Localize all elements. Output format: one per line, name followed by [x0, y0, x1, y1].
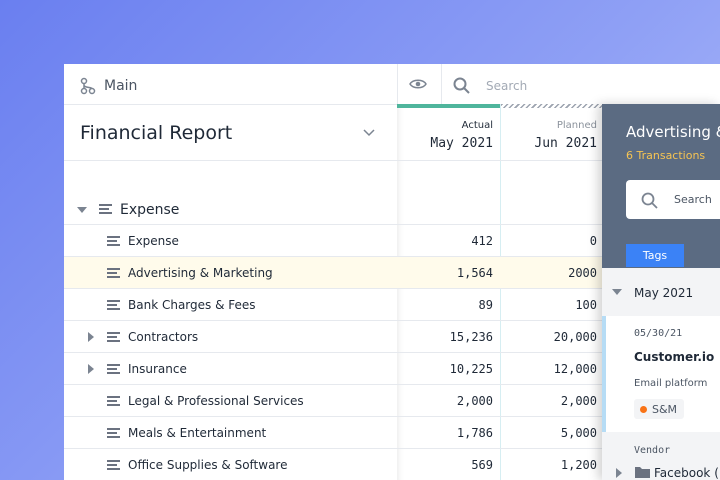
expand-caret[interactable] — [88, 332, 94, 342]
eye-icon[interactable] — [409, 78, 427, 90]
planned-value: 2,000 — [560, 394, 597, 408]
row-name: Legal & Professional Services — [128, 394, 304, 408]
tag-label: S&M — [652, 403, 678, 416]
planned-value: 12,000 — [553, 362, 597, 376]
list-icon — [107, 236, 120, 246]
collapse-caret[interactable] — [612, 289, 622, 295]
column-period[interactable]: May 2021 — [430, 136, 493, 151]
transaction-vendor: Customer.io — [634, 350, 715, 364]
search-input[interactable]: Search — [486, 79, 528, 93]
column-period[interactable]: Jun 2021 — [534, 136, 597, 151]
workspace-name[interactable]: Main — [104, 78, 138, 94]
divider — [64, 320, 602, 321]
report-title: Financial Report — [80, 122, 233, 144]
expand-caret[interactable] — [616, 468, 622, 478]
table-row[interactable] — [64, 257, 602, 288]
actual-value: 89 — [478, 298, 493, 312]
actual-value: 412 — [471, 234, 493, 248]
row-name: Bank Charges & Fees — [128, 298, 256, 312]
divider — [64, 352, 602, 353]
divider — [64, 256, 602, 257]
collapse-caret[interactable] — [77, 207, 87, 213]
row-name: Office Supplies & Software — [128, 458, 288, 472]
tag-dot — [640, 406, 647, 413]
planned-value: 5,000 — [560, 426, 597, 440]
vendor-item[interactable]: Facebook (1 — [654, 466, 720, 480]
divider — [64, 384, 602, 385]
folder-icon — [635, 467, 650, 478]
detail-subtitle: 6 Transactions — [626, 149, 706, 162]
section-label[interactable]: May 2021 — [634, 286, 694, 300]
list-icon — [107, 460, 120, 470]
search-input[interactable]: Search — [674, 193, 712, 206]
planned-indicator — [501, 104, 602, 108]
group-name[interactable]: Expense — [120, 202, 180, 218]
detail-title: Advertising & — [626, 123, 720, 141]
row-name: Advertising & Marketing — [128, 266, 273, 280]
row-name: Contractors — [128, 330, 199, 344]
planned-value: 100 — [575, 298, 597, 312]
divider — [64, 448, 602, 449]
column-label: Actual — [461, 120, 493, 131]
planned-value: 2000 — [568, 266, 597, 280]
vendor-heading: Vendor — [634, 445, 671, 456]
row-name: Expense — [128, 234, 179, 248]
tag-chip[interactable] — [634, 399, 684, 419]
actual-value: 10,225 — [449, 362, 493, 376]
row-name: Insurance — [128, 362, 187, 376]
planned-value: 1,200 — [560, 458, 597, 472]
actual-value: 1,564 — [456, 266, 493, 280]
actual-indicator — [397, 104, 500, 108]
actual-value: 1,786 — [456, 426, 493, 440]
row-name: Meals & Entertainment — [128, 426, 267, 440]
planned-value: 20,000 — [553, 330, 597, 344]
divider — [441, 64, 442, 104]
actual-value: 2,000 — [456, 394, 493, 408]
list-icon — [107, 428, 120, 438]
search-icon — [641, 192, 658, 209]
expand-caret[interactable] — [88, 364, 94, 374]
divider — [64, 104, 720, 105]
planned-value: 0 — [589, 234, 597, 248]
divider — [64, 224, 602, 225]
chevron-down[interactable] — [363, 129, 375, 137]
transaction-description: Email platform — [634, 378, 708, 389]
actual-value: 15,236 — [449, 330, 493, 344]
list-icon — [107, 396, 120, 406]
branch-icon[interactable] — [80, 77, 96, 95]
divider — [397, 64, 398, 104]
divider — [64, 160, 602, 161]
list-icon — [107, 268, 120, 278]
list-icon — [99, 204, 112, 214]
list-icon — [107, 300, 120, 310]
list-icon — [107, 364, 120, 374]
search-icon[interactable] — [453, 77, 471, 95]
column-divider — [500, 104, 501, 480]
transaction-date: 05/30/21 — [634, 328, 683, 339]
tags-tab[interactable]: Tags — [626, 244, 684, 267]
column-label: Planned — [556, 120, 597, 131]
list-icon — [107, 332, 120, 342]
actual-value: 569 — [471, 458, 493, 472]
divider — [64, 288, 602, 289]
app-window: Main Search Financial Report Actual May … — [64, 64, 720, 480]
divider — [64, 416, 602, 417]
